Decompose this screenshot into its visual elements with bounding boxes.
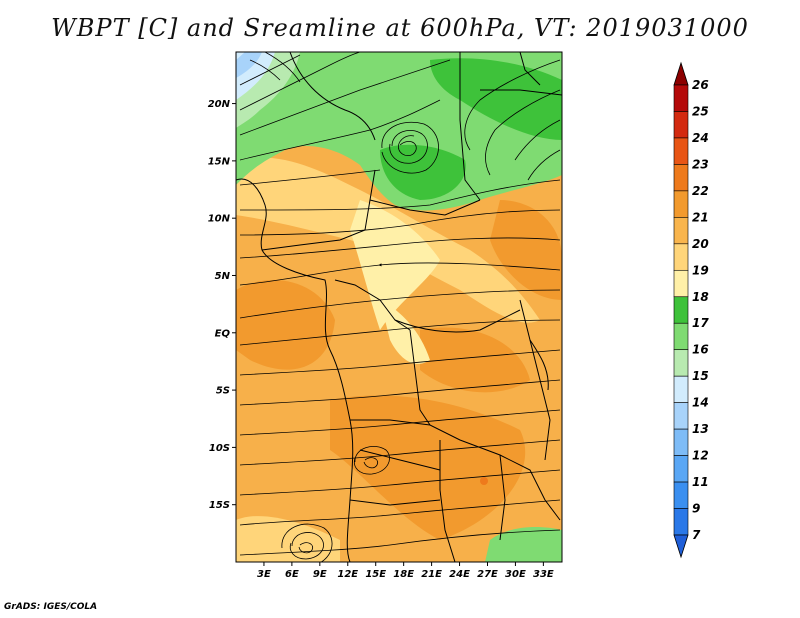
lon-tick-label: 15E bbox=[365, 569, 386, 580]
colorbar-label: 11 bbox=[692, 475, 709, 489]
colorbar-label: 15 bbox=[692, 369, 709, 383]
colorbar: 7 9 11 12 13 14 15 16 17 18 19 20 21 22 23 24 25 26 bbox=[673, 61, 709, 559]
field-cold-ne bbox=[430, 58, 562, 140]
colorbar-label: 13 bbox=[692, 422, 709, 436]
lat-tick-label: 5N bbox=[215, 271, 231, 282]
lon-tick-label: 30E bbox=[505, 569, 526, 580]
field-warm-east bbox=[490, 200, 562, 300]
lon-tick-label: 6E bbox=[285, 569, 299, 580]
field-cold-core bbox=[380, 144, 466, 200]
plot-area bbox=[236, 52, 562, 562]
lon-tick-label: 21E bbox=[421, 569, 442, 580]
colorbar-box bbox=[673, 111, 689, 139]
colorbar-label: 9 bbox=[692, 502, 700, 516]
colorbar-label: 17 bbox=[692, 316, 709, 330]
colorbar-box bbox=[673, 164, 689, 192]
colorbar-box bbox=[673, 349, 689, 377]
colorbar-label: 7 bbox=[692, 528, 701, 542]
credit-text: GrADS: IGES/COLA bbox=[4, 602, 98, 612]
colorbar-box bbox=[673, 428, 689, 456]
lat-tick-label: 10S bbox=[209, 443, 230, 454]
lon-tick-label: 12E bbox=[337, 569, 358, 580]
colorbar-box bbox=[673, 84, 689, 112]
colorbar-label: 21 bbox=[692, 210, 709, 224]
lon-tick-label: 18E bbox=[393, 569, 414, 580]
lat-tick-label: EQ bbox=[215, 328, 231, 339]
colorbar-box bbox=[673, 402, 689, 430]
plot-frame bbox=[235, 51, 563, 563]
streamlines bbox=[239, 52, 561, 562]
colorbar-label: 22 bbox=[692, 184, 709, 198]
colorbar-label: 12 bbox=[692, 449, 709, 463]
lat-tick-label: 15S bbox=[209, 500, 230, 511]
lon-tick-label: 9E bbox=[313, 569, 327, 580]
colorbar-label: 18 bbox=[692, 290, 709, 304]
colorbar-label: 16 bbox=[692, 343, 709, 357]
colorbar-box bbox=[673, 481, 689, 509]
colorbar-box bbox=[673, 322, 689, 351]
colorbar-box bbox=[673, 190, 689, 218]
lat-tick-label: 20N bbox=[208, 99, 231, 110]
lon-tick-label: 3E bbox=[257, 569, 271, 580]
field-warm-south bbox=[330, 395, 526, 540]
colorbar-label: 14 bbox=[692, 396, 709, 410]
lon-tick-label: 24E bbox=[449, 569, 470, 580]
colorbar-box bbox=[673, 375, 689, 403]
colorbar-label: 23 bbox=[692, 157, 709, 171]
lat-tick-label: 15N bbox=[208, 156, 231, 167]
colorbar-label: 24 bbox=[692, 131, 709, 145]
colorbar-box bbox=[673, 269, 689, 298]
colorbar-box bbox=[673, 243, 689, 271]
field-warm-west bbox=[236, 280, 335, 370]
colorbar-box bbox=[673, 455, 689, 483]
lon-tick-label: 27E bbox=[477, 569, 498, 580]
colorbar-box bbox=[673, 137, 689, 165]
lat-axis: 20N 15N 10N 5N EQ 5S 10S 15S bbox=[208, 99, 236, 511]
field-hot-spot bbox=[480, 477, 488, 485]
colorbar-label: 20 bbox=[692, 237, 709, 251]
colorbar-min-triangle bbox=[673, 534, 689, 559]
field-cool-tongue bbox=[350, 200, 440, 330]
lat-tick-label: 10N bbox=[208, 214, 231, 225]
colorbar-label: 26 bbox=[692, 78, 709, 92]
lon-tick-label: 33E bbox=[533, 569, 554, 580]
colorbar-box bbox=[673, 508, 689, 536]
lon-axis: 3E 6E 9E 12E 15E 18E 21E 24E 27E 30E 33E bbox=[257, 562, 554, 580]
colorbar-box bbox=[673, 296, 689, 324]
colorbar-label: 19 bbox=[692, 263, 709, 277]
field-mild-sw bbox=[236, 516, 340, 562]
colorbar-max-triangle bbox=[673, 61, 689, 86]
colorbar-box bbox=[673, 217, 689, 245]
colorbar-label: 25 bbox=[692, 104, 709, 118]
field-cool-se bbox=[485, 527, 562, 562]
lat-tick-label: 5S bbox=[216, 386, 230, 397]
field-warm-center bbox=[420, 327, 530, 393]
map-title: WBPT [C] and Sreamline at 600hPa, VT: 20… bbox=[51, 14, 749, 42]
field-coldest-core bbox=[236, 52, 262, 78]
